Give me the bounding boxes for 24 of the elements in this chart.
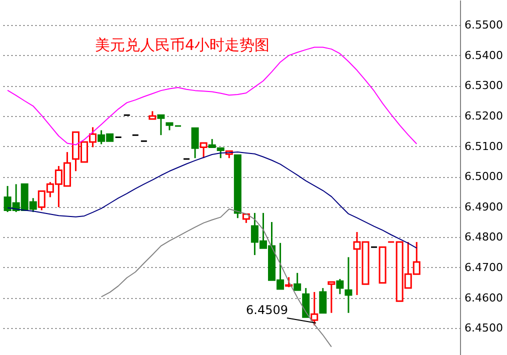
candlestick	[302, 287, 310, 318]
text: 美元兑人民币4小时走势图	[95, 36, 270, 54]
y-tick-label: 6.4500	[464, 322, 503, 335]
y-tick-label: 6.5000	[464, 170, 503, 184]
candlestick	[200, 142, 208, 159]
y-tick-label: 6.4600	[464, 291, 503, 304]
candlestick	[336, 278, 344, 295]
candlestick	[310, 291, 318, 326]
y-tick-label: 6.5300	[464, 79, 503, 92]
candlestick	[294, 272, 302, 291]
y-tick-label: 6.4900	[464, 200, 503, 214]
candlestick	[328, 281, 336, 314]
y-tick-label: 6.4800	[464, 230, 503, 244]
y-tick-label: 6.5400	[464, 48, 503, 62]
y-tick-label: 6.5500	[464, 18, 503, 32]
y-tick-label: 6.5100	[464, 140, 503, 153]
y-tick-label: 6.5200	[464, 110, 503, 123]
annotation: 6.4509	[246, 303, 288, 317]
candlestick	[344, 256, 352, 314]
line-series	[100, 208, 332, 348]
y-tick-label: 6.4700	[464, 260, 503, 274]
candlestick	[319, 287, 327, 314]
candlestick	[157, 114, 165, 136]
candlestick	[191, 127, 199, 159]
